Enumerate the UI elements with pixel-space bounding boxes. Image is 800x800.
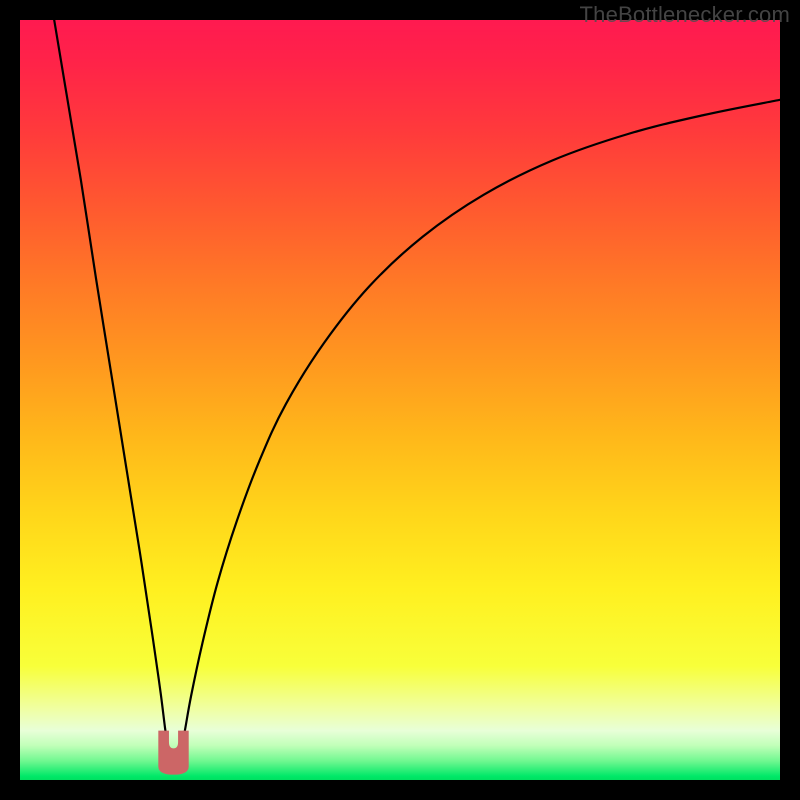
plot-area bbox=[20, 20, 780, 780]
chart-background bbox=[20, 20, 780, 780]
watermark-text: TheBottlenecker.com bbox=[580, 2, 790, 28]
plot-svg bbox=[20, 20, 780, 780]
